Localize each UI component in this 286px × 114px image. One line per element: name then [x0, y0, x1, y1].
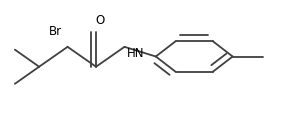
Text: HN: HN [126, 47, 144, 60]
Text: Br: Br [49, 25, 62, 38]
Text: O: O [96, 13, 105, 26]
